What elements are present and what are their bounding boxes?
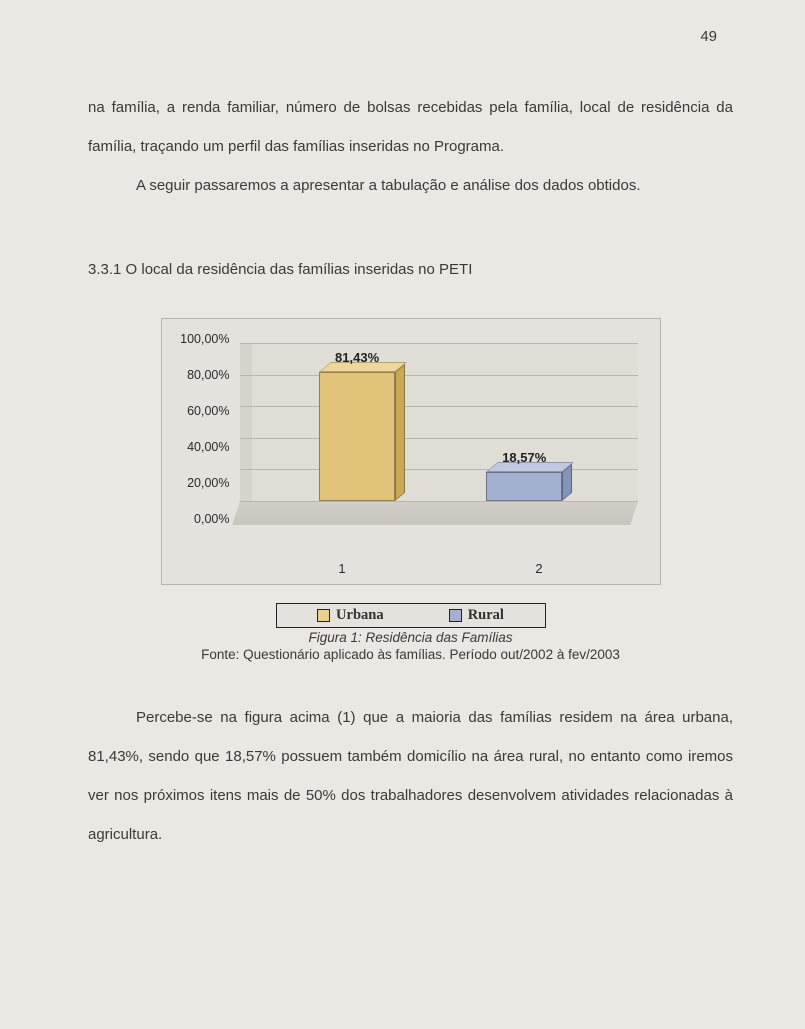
gridline <box>252 343 638 344</box>
x-axis: 12 <box>244 561 638 576</box>
bar-2: 18,57% <box>486 472 562 501</box>
y-axis: 100,00%80,00%60,00%40,00%20,00%0,00% <box>174 339 236 519</box>
paragraph-3: Percebe-se na figura acima (1) que a mai… <box>88 698 733 854</box>
chart-backwall <box>252 343 638 501</box>
body-paragraphs-bottom: Percebe-se na figura acima (1) que a mai… <box>88 698 733 854</box>
chart-legend: Urbana Rural <box>276 603 546 628</box>
bar-front <box>486 472 562 501</box>
section-heading: 3.3.1 O local da residência das famílias… <box>88 261 733 278</box>
gridline-side <box>240 469 252 470</box>
gridline-side <box>240 343 252 344</box>
gridline-side <box>240 375 252 376</box>
legend-swatch <box>449 609 462 622</box>
paragraph-1: na família, a renda familiar, número de … <box>88 88 733 166</box>
bar-value-label: 81,43% <box>297 350 417 365</box>
bar-front <box>319 372 395 501</box>
paragraph-2: A seguir passaremos a apresentar a tabul… <box>88 166 733 205</box>
body-paragraphs-top: na família, a renda familiar, número de … <box>88 88 733 205</box>
chart-area: 100,00%80,00%60,00%40,00%20,00%0,00% 81,… <box>174 333 644 553</box>
gridline <box>252 438 638 439</box>
bar-value-label: 18,57% <box>464 450 584 465</box>
gridline-side <box>240 501 252 502</box>
page-number: 49 <box>700 28 717 45</box>
x-tick: 1 <box>244 561 441 576</box>
legend-item: Urbana <box>317 607 384 624</box>
bar-side <box>395 364 405 501</box>
chart-floor <box>232 501 638 525</box>
x-tick: 2 <box>441 561 638 576</box>
plot-area: 81,43% 18,57% <box>240 333 644 553</box>
gridline-side <box>240 406 252 407</box>
gridline <box>252 501 638 502</box>
figure-caption: Figura 1: Residência das Famílias <box>88 630 733 645</box>
legend-label: Urbana <box>336 607 384 624</box>
legend-item: Rural <box>449 607 504 624</box>
gridline <box>252 469 638 470</box>
bar-1: 81,43% <box>319 372 395 501</box>
gridline-side <box>240 438 252 439</box>
gridline <box>252 406 638 407</box>
chart-container: 100,00%80,00%60,00%40,00%20,00%0,00% 81,… <box>161 318 661 585</box>
legend-label: Rural <box>468 607 504 624</box>
legend-swatch <box>317 609 330 622</box>
gridline <box>252 375 638 376</box>
figure-source: Fonte: Questionário aplicado às famílias… <box>88 647 733 662</box>
chart-sidewall <box>240 343 252 501</box>
